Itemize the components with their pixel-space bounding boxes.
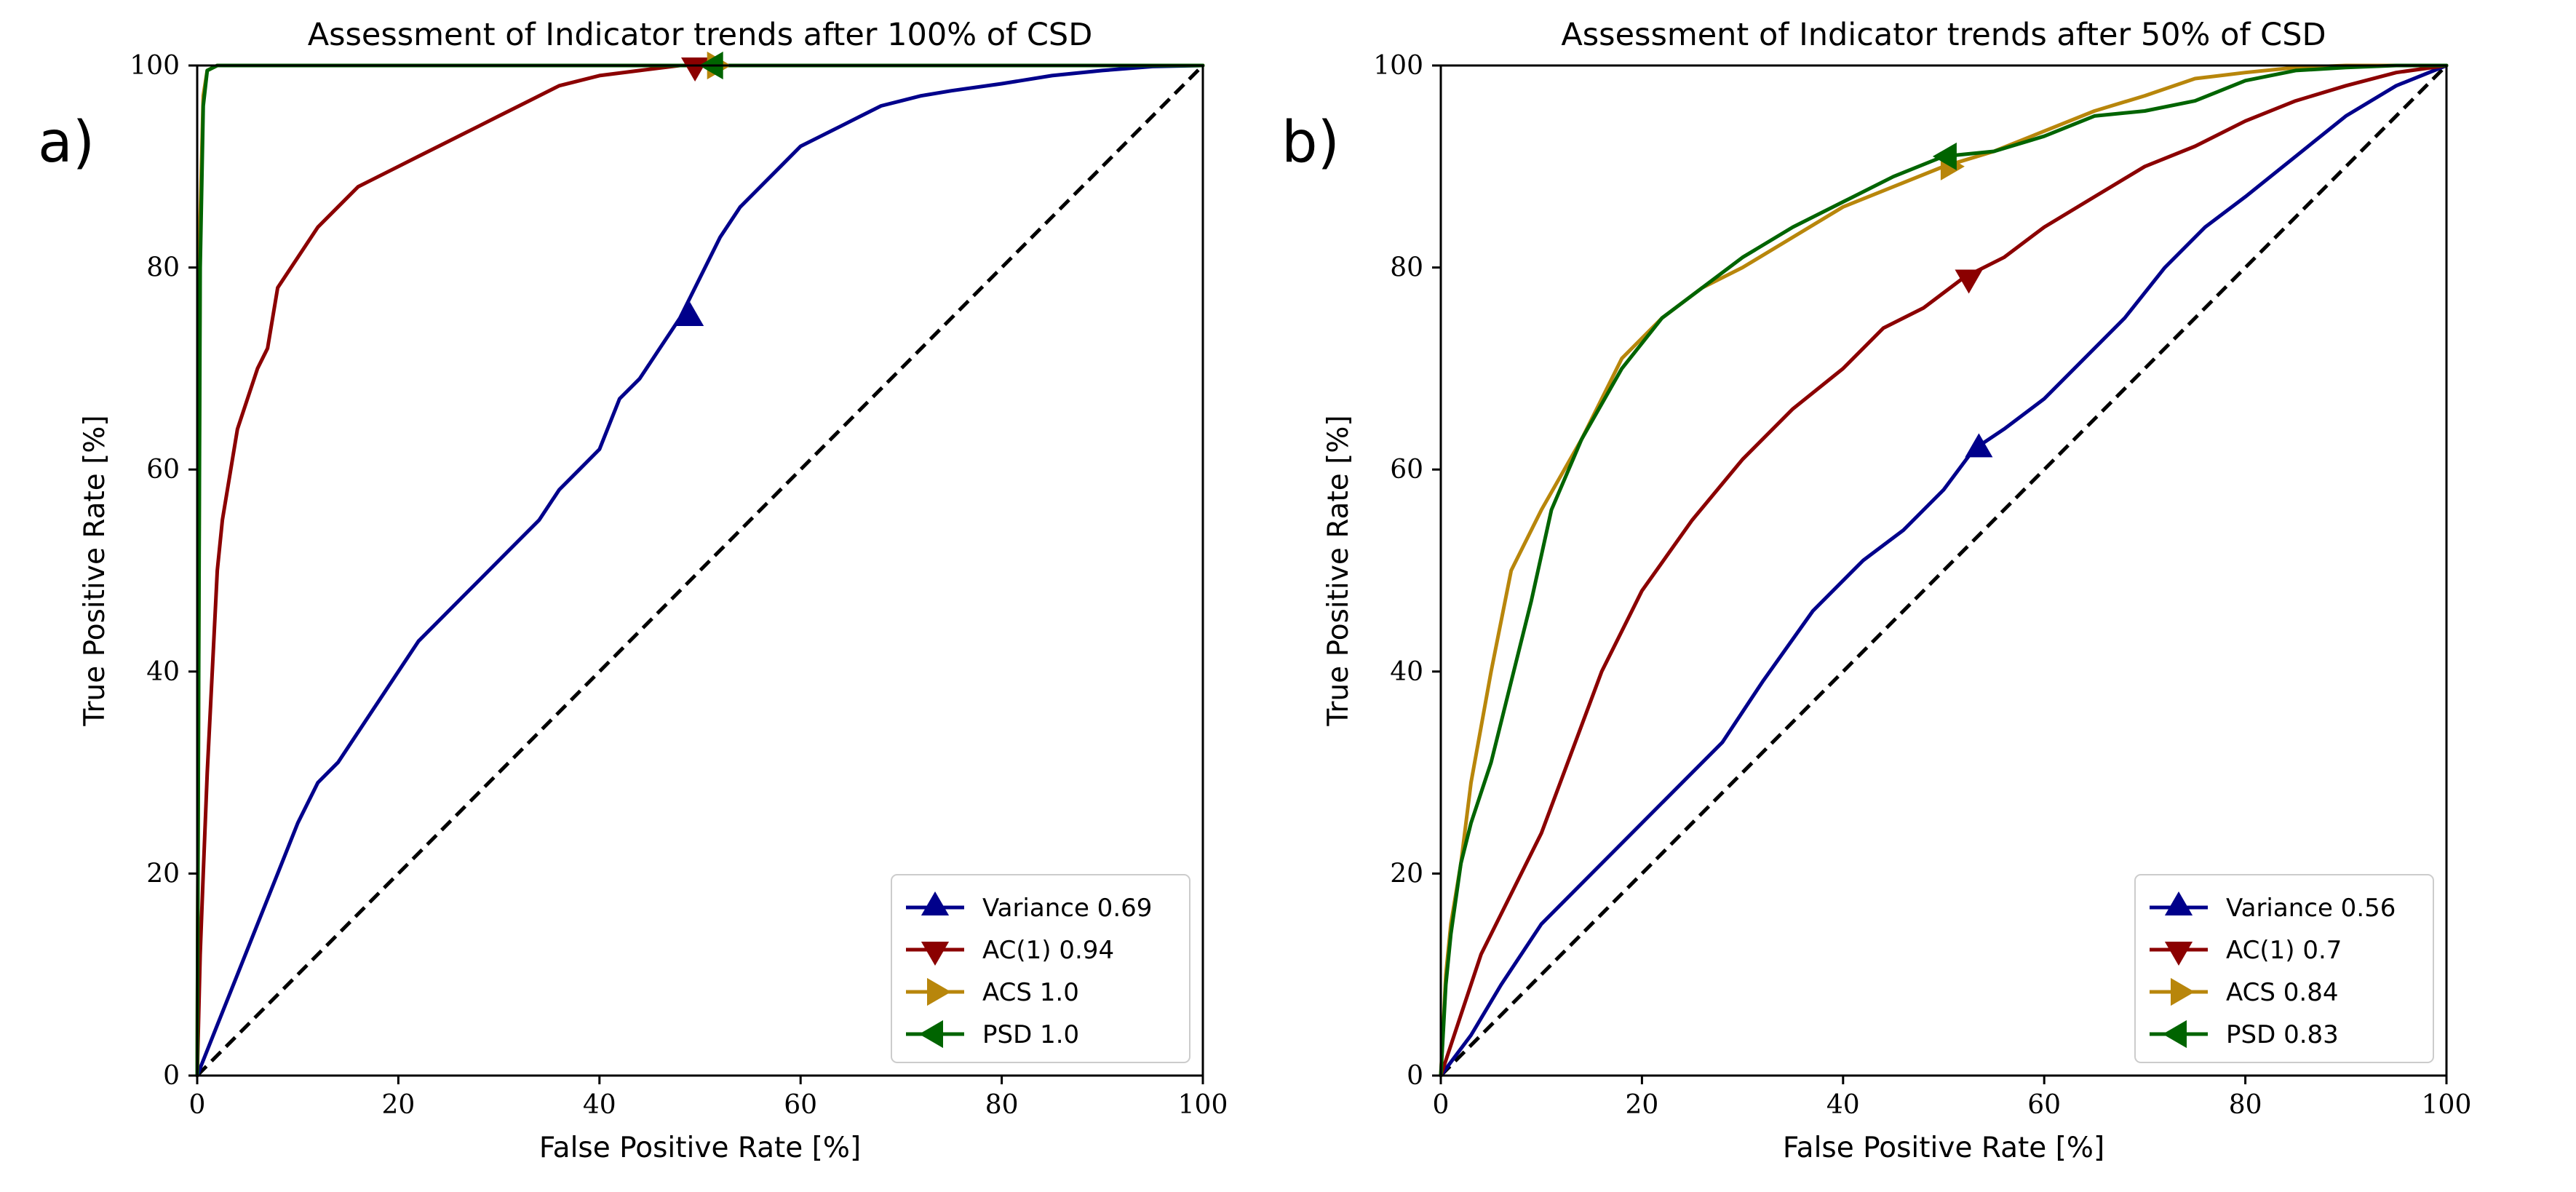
- panel-b-x-axis-label: False Positive Rate [%]: [1783, 1132, 2104, 1164]
- panel-a-series-marker-0: [676, 302, 704, 326]
- panel-b-series-marker-0: [1965, 433, 1993, 458]
- panel-b-series-line-1: [1439, 63, 2449, 1078]
- panel-b-y-axis-label: True Positive Rate [%]: [1322, 415, 1355, 726]
- panel-a-legend-marker-3: [919, 1020, 943, 1049]
- panel-b: Assessment of Indicator trends after 50%…: [1281, 17, 2471, 1164]
- panel-a-x-tick-label: 80: [985, 1090, 1019, 1120]
- panel-b-series-line-3: [1439, 63, 2449, 1078]
- panel-b-legend-marker-3: [2163, 1020, 2187, 1049]
- panel-b-y-tick-label: 20: [1390, 859, 1423, 889]
- panel-b-legend-label-3: PSD 0.83: [2226, 1020, 2339, 1049]
- panel-b-y-tick-label: 0: [1407, 1061, 1423, 1091]
- panel-a-x-axis-label: False Positive Rate [%]: [539, 1132, 861, 1164]
- panel-b-legend-label-2: ACS 0.84: [2226, 978, 2339, 1007]
- panel-a-y-tick-label: 60: [146, 455, 180, 485]
- panel-a-series-line-1: [195, 63, 1205, 1078]
- panel-a-legend-label-2: ACS 1.0: [982, 978, 1079, 1007]
- panel-b-series-marker-1: [1955, 269, 1983, 294]
- panel-a-legend-marker-2: [927, 977, 951, 1006]
- panel-a-y-tick-label: 80: [146, 253, 180, 283]
- panel-a-legend-label-0: Variance 0.69: [982, 894, 1152, 923]
- panel-a-legend-marker-1: [921, 942, 950, 966]
- panel-a-y-tick-label: 40: [146, 657, 180, 687]
- panel-a-label: a): [38, 110, 95, 175]
- panel-a-legend-marker-0: [921, 891, 950, 915]
- panel-b-x-tick-label: 80: [2229, 1090, 2262, 1120]
- panel-b-x-tick-label: 40: [1826, 1090, 1860, 1120]
- panel-b-label: b): [1281, 110, 1340, 175]
- panel-b-series-line-0: [1439, 63, 2449, 1078]
- panel-a-series-marker-1: [681, 57, 709, 82]
- panel-b-plot-frame: [1439, 64, 2448, 1077]
- panel-b-y-tick-label: 40: [1390, 657, 1423, 687]
- panel-b-y-tick-label: 80: [1390, 253, 1423, 283]
- panel-a-plot-frame: [196, 64, 1204, 1077]
- panel-b-x-tick-label: 20: [1625, 1090, 1658, 1120]
- panel-b-legend: Variance 0.56 AC(1) 0.7 ACS 0.84 PSD 0.83: [2134, 874, 2434, 1063]
- panel-b-y-tick-label: 60: [1390, 455, 1423, 485]
- panel-a-x-tick-label: 20: [381, 1090, 415, 1120]
- panel-a: Assessment of Indicator trends after 100…: [38, 17, 1228, 1164]
- panel-a-x-tick-label: 60: [784, 1090, 817, 1120]
- panel-b-legend-marker-1: [2164, 942, 2193, 966]
- panel-b-x-tick-label: 60: [2027, 1090, 2061, 1120]
- panel-a-y-tick-label: 100: [130, 51, 180, 81]
- panel-a-series-line-0: [195, 63, 1205, 1078]
- panel-b-legend-label-0: Variance 0.56: [2226, 894, 2396, 923]
- panel-a-y-tick-label: 20: [146, 859, 180, 889]
- panel-b-diagonal-line: [1439, 64, 2448, 1077]
- panel-b-x-tick-label: 0: [1433, 1090, 1450, 1120]
- panel-a-y-tick-label: 0: [163, 1061, 180, 1091]
- panel-a-y-axis-label: True Positive Rate [%]: [79, 415, 111, 726]
- panel-a-legend-label-1: AC(1) 0.94: [982, 936, 1114, 965]
- panel-a-legend: Variance 0.69 AC(1) 0.94 ACS 1.0 PSD 1.0: [891, 874, 1190, 1063]
- panel-a-diagonal-line: [196, 64, 1204, 1077]
- panel-b-legend-box: [2134, 874, 2434, 1063]
- panel-a-x-tick-label: 100: [1178, 1090, 1228, 1120]
- panel-a-legend-label-3: PSD 1.0: [982, 1020, 1079, 1049]
- panel-b-series-marker-3: [1932, 142, 1957, 170]
- panel-b-legend-marker-2: [2171, 977, 2195, 1006]
- panel-b-title: Assessment of Indicator trends after 50%…: [1561, 17, 2326, 53]
- panel-b-y-tick-label: 100: [1373, 51, 1423, 81]
- panel-b-legend-marker-0: [2164, 891, 2193, 915]
- panel-b-legend-label-1: AC(1) 0.7: [2226, 936, 2342, 965]
- panel-a-legend-box: [891, 874, 1190, 1063]
- panel-a-x-tick-label: 40: [583, 1090, 616, 1120]
- panel-b-series-line-2: [1439, 63, 2449, 1078]
- panel-a-title: Assessment of Indicator trends after 100…: [308, 17, 1093, 53]
- panel-a-x-tick-label: 0: [189, 1090, 206, 1120]
- panel-b-x-tick-label: 100: [2422, 1090, 2472, 1120]
